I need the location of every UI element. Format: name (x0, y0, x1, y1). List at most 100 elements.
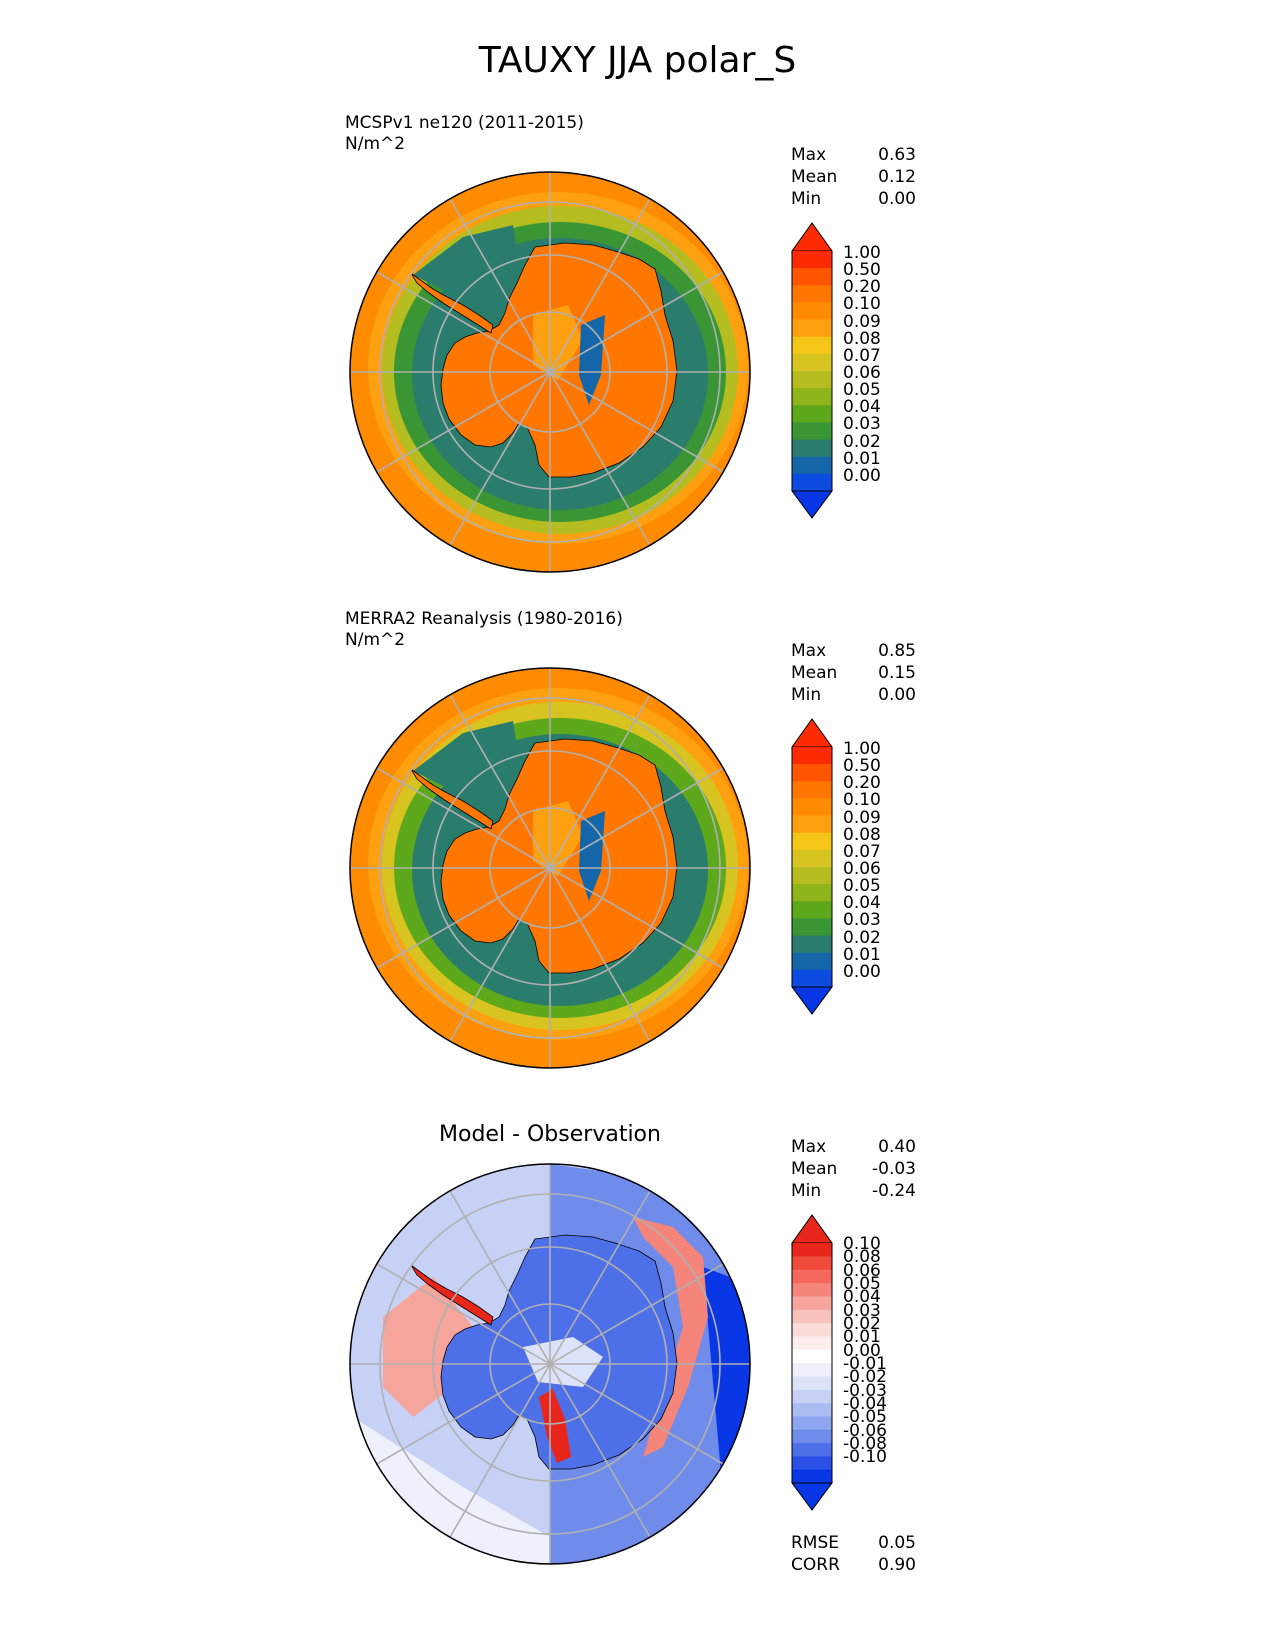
colorbar-tick-label: -0.08 (843, 1434, 887, 1454)
plateau-field (533, 801, 583, 876)
interior-weak-zone (523, 1337, 603, 1387)
map-boundary (349, 1163, 751, 1565)
colorbar-segment (792, 422, 832, 441)
colorbar-tick-label: 0.05 (843, 380, 881, 401)
colorbar-tick-label: 0.06 (843, 859, 881, 879)
colorbar-tick-label: 0.07 (843, 345, 881, 366)
colorbar-segment (792, 1416, 832, 1431)
metric-value: 0.05 (878, 1533, 916, 1553)
colorbar-tick-label: 0.00 (843, 1340, 881, 1361)
colorbar-segment (792, 781, 832, 799)
panel3-metrics: RMSE 0.05 CORR 0.90 (791, 1532, 916, 1576)
colorbar-segment (792, 285, 832, 303)
colorbar-segment (792, 918, 832, 937)
map-model (349, 171, 751, 573)
colorbar-segment (792, 935, 832, 954)
colorbar-tick-label: 0.03 (843, 1300, 881, 1321)
colorbar-extend-under (791, 490, 833, 519)
stat-value: 0.00 (878, 189, 916, 209)
weddell-low-zone (413, 721, 519, 801)
stat-value: 0.85 (878, 641, 916, 661)
stat-value: 0.63 (878, 145, 916, 165)
colorbar-segment (792, 353, 832, 372)
plateau-field (533, 305, 583, 380)
colorbar-segment (792, 747, 832, 765)
positive-arc-zone (633, 1217, 708, 1457)
colorbar-segment (792, 1296, 832, 1311)
colorbar-segment (792, 268, 832, 286)
colorbar-tick-label: 0.01 (843, 448, 881, 469)
colorbar-segment (792, 302, 832, 321)
panel2-title: MERRA2 Reanalysis (1980-2016) (345, 609, 623, 629)
colorbar-tick-label: 0.02 (843, 927, 881, 948)
colorbar-tick-label: 1.00 (843, 739, 881, 759)
stat-label: Mean (791, 167, 838, 187)
colorbar-tick-label: 0.50 (843, 260, 881, 281)
colorbar-segment (792, 336, 832, 355)
metric-label: CORR (791, 1555, 840, 1575)
coastal-positive-zone (539, 1389, 571, 1463)
metric-value: 0.90 (878, 1555, 916, 1575)
colorbar-difference-labels: 0.10 0.08 0.06 0.05 0.04 0.03 0.02 0.01 0.00 -0.0… (843, 1236, 903, 1484)
colorbar-tick-label: 0.00 (843, 465, 881, 486)
colorbar-tick-label: -0.06 (843, 1420, 887, 1441)
stat-value: 0.00 (878, 685, 916, 705)
stat-label: Max (791, 641, 827, 661)
colorbar-tick-label: 0.00 (843, 961, 881, 982)
colorbar-segment (792, 764, 832, 782)
stat-label: Max (791, 145, 827, 165)
map-boundary (349, 171, 751, 573)
colorbar-segment (792, 1429, 832, 1444)
meridian-line (449, 198, 651, 546)
colorbar-model (791, 222, 833, 519)
graticule (350, 172, 750, 572)
colorbar-segment (792, 251, 832, 269)
map-boundary (349, 667, 751, 1069)
colorbar-segment (792, 884, 832, 902)
colorbar-tick-label: 0.10 (843, 790, 881, 811)
colorbar-segment (792, 456, 832, 475)
colorbar-tick-label: 0.50 (843, 756, 881, 777)
peninsula-field (410, 272, 494, 334)
stat-value: -0.03 (872, 1159, 916, 1179)
colorbar-tick-label: 0.04 (843, 397, 881, 418)
meridian-line (449, 1190, 651, 1538)
colorbar-segment (792, 1269, 832, 1284)
colorbar-extend-over (791, 718, 833, 748)
colorbar-extend-under (791, 1482, 833, 1511)
colorbar-segment (792, 1283, 832, 1297)
colorbar-reference-labels: 1.00 0.50 0.20 0.10 0.09 0.08 0.07 0.06 0.05 0.04… (843, 741, 903, 981)
colorbar-tick-label: 0.03 (843, 910, 881, 931)
colorbar-segment (792, 1363, 832, 1377)
colorbar-tick-label: 0.07 (843, 841, 881, 862)
colorbar-tick-label: 0.09 (843, 311, 881, 332)
colorbar-segment (792, 969, 832, 988)
stat-label: Min (791, 189, 822, 209)
colorbar-tick-label: 0.06 (843, 363, 881, 383)
panel2-stats: Max 0.85 Mean 0.15 Min 0.00 (791, 640, 916, 706)
colorbar-tick-label: 0.06 (843, 1260, 881, 1281)
colorbar-segment (792, 1349, 832, 1364)
colorbar-tick-label: 0.09 (843, 807, 881, 828)
colorbar-extend-over (791, 222, 833, 252)
colorbar-tick-label: -0.02 (843, 1367, 887, 1388)
colorbar-tick-label: -0.10 (843, 1447, 887, 1468)
stat-label: Mean (791, 1159, 838, 1179)
colorbar-segment (792, 1389, 832, 1404)
colorbar-segment (792, 1309, 832, 1324)
colorbar-segment (792, 832, 832, 851)
colorbar-tick-label: -0.01 (843, 1354, 887, 1374)
peninsula-field (410, 768, 494, 830)
stat-value: 0.12 (878, 167, 916, 187)
colorbar-segment (792, 1443, 832, 1457)
colorbar-tick-label: -0.04 (843, 1394, 887, 1414)
colorbar-tick-label: 0.02 (843, 1314, 881, 1334)
panel2-units: N/m^2 (345, 630, 406, 650)
panel1-units: N/m^2 (345, 134, 406, 154)
colorbar-segment (792, 405, 832, 423)
colorbar-segment (792, 1323, 832, 1337)
meridian-line (449, 694, 651, 1042)
colorbar-tick-label: 0.08 (843, 824, 881, 845)
colorbar-segment (792, 1336, 832, 1351)
colorbar-segment (792, 849, 832, 868)
